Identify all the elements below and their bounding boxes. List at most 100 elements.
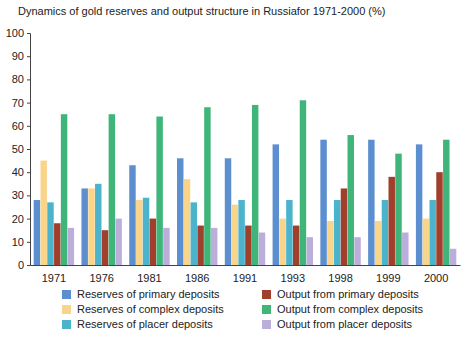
bar (238, 200, 244, 265)
x-axis: 1971 1976 1981 1986 1991 1993 1998 1999 2000 (31, 265, 461, 284)
plot: 0102030405060708090100197119761981198619… (6, 27, 461, 284)
tick: 0 (18, 259, 30, 271)
bar (252, 105, 258, 265)
tick-mark (27, 242, 30, 243)
tick-label: 1981 (137, 272, 161, 284)
series (34, 140, 423, 265)
tick: 80 (12, 73, 30, 85)
tick-mark (27, 219, 30, 220)
title: Dynamics of gold reserves and output str… (18, 5, 385, 17)
bar (375, 221, 381, 265)
tick: 2000 (424, 265, 448, 284)
tick: 1999 (376, 265, 400, 284)
bar (245, 226, 251, 265)
bar (389, 177, 395, 265)
bar (259, 233, 265, 265)
bar (191, 202, 197, 265)
tick: 1998 (328, 265, 352, 284)
legend-swatch (62, 305, 71, 314)
axis-line (31, 265, 461, 266)
tick: 90 (12, 50, 30, 62)
bar (450, 249, 456, 265)
tick-label: 100 (6, 27, 24, 39)
tick-label: 1986 (185, 272, 209, 284)
bar (327, 221, 333, 265)
legend-item: Reserves of placer deposits (62, 318, 213, 330)
bar (197, 226, 203, 265)
tick-mark (27, 195, 30, 196)
bar (416, 144, 422, 265)
series (40, 161, 429, 265)
legend-label: Reserves of complex deposits (77, 303, 224, 315)
bar (129, 165, 135, 265)
bar (163, 228, 169, 265)
bar (54, 223, 60, 265)
bar (429, 200, 435, 265)
tick: 30 (12, 189, 30, 201)
legend: Reserves of primary deposits Reserves of … (62, 288, 424, 330)
bar (279, 219, 285, 265)
series (68, 219, 457, 265)
bar (156, 117, 162, 265)
bar (115, 219, 121, 265)
bar (177, 158, 183, 265)
legend-swatch (62, 290, 71, 299)
bar (143, 198, 149, 265)
tick: 10 (12, 236, 30, 248)
tick-label: 1991 (233, 272, 257, 284)
bar (334, 200, 340, 265)
tick: 60 (12, 120, 30, 132)
bar (225, 158, 231, 265)
legend-item: Output from placer deposits (262, 318, 413, 330)
tick-label: 80 (12, 73, 24, 85)
legend-label: Reserves of primary deposits (77, 288, 220, 300)
tick-mark (27, 79, 30, 80)
tick: 1976 (89, 265, 113, 284)
tick-label: 50 (12, 143, 24, 155)
tick-mark (27, 33, 30, 34)
tick-mark (27, 172, 30, 173)
bar (204, 107, 210, 265)
bar (443, 140, 449, 265)
legend-label: Reserves of placer deposits (77, 318, 213, 330)
legend-label: Output from placer deposits (277, 318, 413, 330)
bar (320, 140, 326, 265)
bar (150, 219, 156, 265)
bar (368, 140, 374, 265)
tick-label: 70 (12, 97, 24, 109)
bar (395, 154, 401, 265)
legend-item: Reserves of complex deposits (62, 303, 224, 315)
chart: Dynamics of gold reserves and output str… (0, 0, 470, 339)
legend-item: Output from complex deposits (262, 303, 424, 315)
tick-label: 1999 (376, 272, 400, 284)
tick: 1971 (42, 265, 66, 284)
legend-item: Output from primary deposits (262, 288, 419, 300)
tick: 1991 (233, 265, 257, 284)
tick: 40 (12, 166, 30, 178)
bar (273, 144, 279, 265)
bars (34, 100, 457, 265)
bar (354, 237, 360, 265)
tick-label: 0 (18, 259, 24, 271)
bar (402, 233, 408, 265)
bar (211, 228, 217, 265)
bar (436, 172, 442, 265)
tick: 1993 (281, 265, 305, 284)
bar (40, 161, 46, 265)
tick-label: 1971 (42, 272, 66, 284)
tick-label: 20 (12, 213, 24, 225)
legend-swatch (262, 290, 271, 299)
tick: 1986 (185, 265, 209, 284)
tick: 70 (12, 97, 30, 109)
tick-label: 1993 (281, 272, 305, 284)
series (47, 184, 436, 265)
bar (184, 179, 190, 265)
tick-label: 1976 (89, 272, 113, 284)
legend-swatch (262, 320, 271, 329)
legend-swatch (262, 305, 271, 314)
bar (232, 205, 238, 265)
tick-label: 60 (12, 120, 24, 132)
tick-label: 40 (12, 166, 24, 178)
bar (95, 184, 101, 265)
tick-mark (27, 149, 30, 150)
